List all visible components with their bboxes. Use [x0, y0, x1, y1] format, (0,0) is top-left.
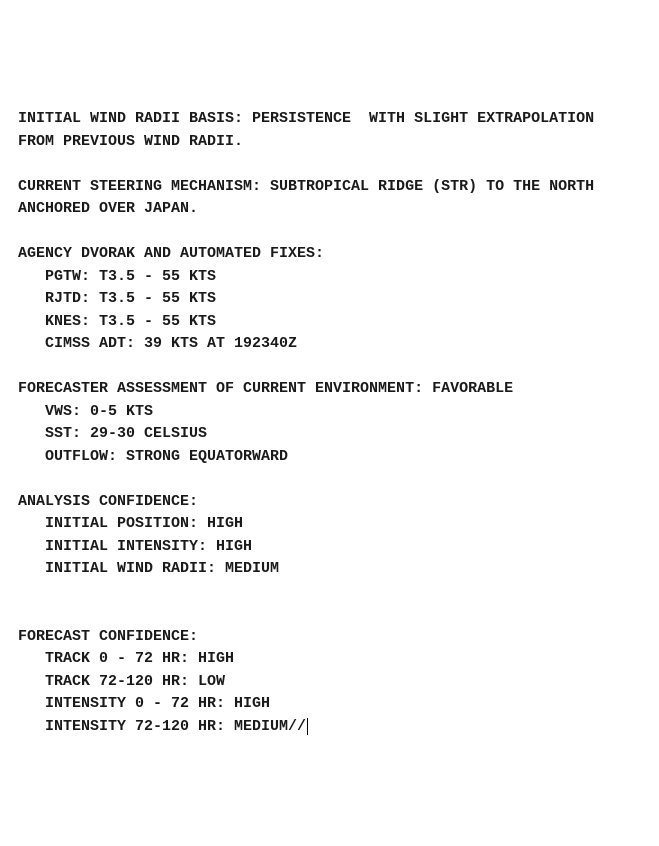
- dvorak-cimss: CIMSS ADT: 39 KTS AT 192340Z: [18, 333, 641, 356]
- text-cursor: [307, 718, 308, 735]
- env-header: FORECASTER ASSESSMENT OF CURRENT ENVIRON…: [18, 380, 513, 397]
- steering-mechanism: CURRENT STEERING MECHANISM: SUBTROPICAL …: [18, 178, 594, 218]
- dvorak-rjtd: RJTD: T3.5 - 55 KTS: [18, 288, 641, 311]
- analysis-wind-radii: INITIAL WIND RADII: MEDIUM: [18, 558, 641, 581]
- env-vws: VWS: 0-5 KTS: [18, 401, 641, 424]
- env-outflow: OUTFLOW: STRONG EQUATORWARD: [18, 446, 641, 469]
- forecast-header: FORECAST CONFIDENCE:: [18, 628, 198, 645]
- dvorak-pgtw: PGTW: T3.5 - 55 KTS: [18, 266, 641, 289]
- forecast-intensity-72-120: INTENSITY 72-120 HR: MEDIUM//: [18, 716, 641, 739]
- forecast-track-0-72: TRACK 0 - 72 HR: HIGH: [18, 648, 641, 671]
- analysis-intensity: INITIAL INTENSITY: HIGH: [18, 536, 641, 559]
- analysis-header: ANALYSIS CONFIDENCE:: [18, 493, 198, 510]
- wind-radii-basis: INITIAL WIND RADII BASIS: PERSISTENCE WI…: [18, 110, 594, 150]
- env-sst: SST: 29-30 CELSIUS: [18, 423, 641, 446]
- analysis-position: INITIAL POSITION: HIGH: [18, 513, 641, 536]
- forecast-int72-text: INTENSITY 72-120 HR: MEDIUM//: [45, 718, 306, 735]
- forecast-track-72-120: TRACK 72-120 HR: LOW: [18, 671, 641, 694]
- dvorak-knes: KNES: T3.5 - 55 KTS: [18, 311, 641, 334]
- dvorak-header: AGENCY DVORAK AND AUTOMATED FIXES:: [18, 245, 324, 262]
- forecast-intensity-0-72: INTENSITY 0 - 72 HR: HIGH: [18, 693, 641, 716]
